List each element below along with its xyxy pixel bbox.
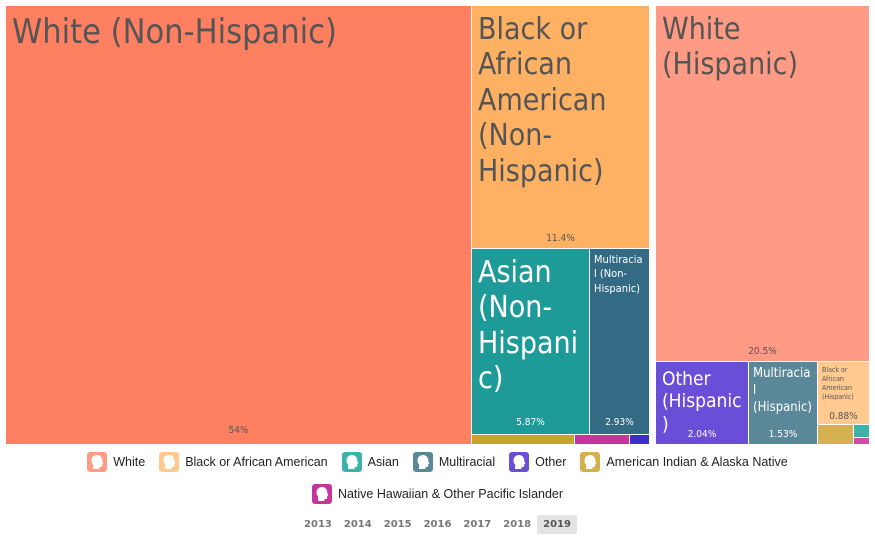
treemap-tile[interactable]	[472, 435, 574, 444]
treemap-tile[interactable]: White (Hispanic) 20.5%	[656, 6, 869, 361]
year-button-2015[interactable]: 2015	[383, 519, 412, 530]
treemap-tile[interactable]: Multiracial (Non-Hispanic) 2.93%	[590, 249, 649, 434]
treemap-tile[interactable]	[818, 425, 853, 444]
tile-label: Black or African American (Hispanic)	[822, 366, 854, 402]
year-button-2019[interactable]: 2019	[537, 515, 577, 534]
tile-label: Multiracial (Non-Hispanic)	[594, 253, 643, 295]
treemap-tile[interactable]	[575, 435, 629, 444]
person-head-icon	[311, 484, 332, 504]
legend-item[interactable]: Black or African American	[159, 452, 328, 472]
person-head-icon	[159, 452, 180, 472]
person-head-icon	[412, 452, 433, 472]
person-head-icon	[341, 452, 362, 472]
tile-value-label: 20.5%	[748, 346, 777, 357]
tile-label: Multiracial (Hispanic)	[753, 366, 812, 415]
legend-label: Black or African American	[185, 455, 328, 469]
tile-value-label: 0.88%	[829, 411, 858, 422]
year-button-2016[interactable]: 2016	[423, 519, 452, 530]
treemap-tile[interactable]: White (Non-Hispanic) 54%	[6, 6, 471, 444]
treemap-tile[interactable]	[854, 425, 869, 437]
legend-label: American Indian & Alaska Native	[606, 455, 788, 469]
legend-item[interactable]: Native Hawaiian & Other Pacific Islander	[311, 484, 564, 504]
year-button-2017[interactable]: 2017	[463, 519, 492, 530]
treemap-tile[interactable]: Black or African American (Hispanic) 0.88…	[818, 362, 869, 424]
tile-value-label: 11.4%	[546, 233, 575, 244]
legend-item[interactable]: White	[87, 452, 145, 472]
tile-label: Black or African American (Non-Hispanic)	[478, 12, 607, 189]
tile-value-label: 2.04%	[687, 429, 717, 440]
treemap-tile[interactable]	[630, 435, 649, 444]
treemap-tile[interactable]	[854, 438, 869, 444]
treemap-tile[interactable]: Multiracial (Hispanic) 1.53%	[749, 362, 817, 444]
person-head-icon	[509, 452, 530, 472]
legend-label: Native Hawaiian & Other Pacific Islander	[337, 487, 564, 501]
legend-item[interactable]: Other	[509, 452, 566, 472]
legend-item[interactable]: Multiracial	[412, 452, 496, 472]
tile-value-label: 1.53%	[768, 429, 798, 440]
legend-label: Asian	[367, 455, 399, 469]
tile-label: White (Non-Hispanic)	[12, 12, 337, 52]
tile-label: White (Hispanic)	[662, 12, 799, 83]
year-button-2014[interactable]: 2014	[343, 519, 372, 530]
legend-label: Multiracial	[438, 455, 496, 469]
legend-item[interactable]: American Indian & Alaska Native	[580, 452, 788, 472]
year-button-2013[interactable]: 2013	[304, 519, 332, 530]
person-head-icon	[87, 452, 108, 472]
person-head-icon	[580, 452, 601, 472]
legend-label: Other	[535, 455, 567, 469]
tile-value-label: 5.87%	[516, 417, 545, 428]
treemap-tile[interactable]: Other (Hispanic) 2.04%	[656, 362, 748, 444]
treemap-chart: White (Non-Hispanic) 54% Black or African …	[6, 6, 869, 444]
treemap-tile[interactable]: Asian (Non-Hispanic) 5.87%	[472, 249, 589, 434]
tile-value-label: 2.93%	[605, 417, 634, 428]
treemap-tile[interactable]: Black or African American (Non-Hispanic)…	[472, 6, 649, 248]
tile-label: Other (Hispanic)	[662, 368, 742, 435]
tile-label: Asian (Non-Hispanic)	[478, 255, 579, 397]
year-button-2018[interactable]: 2018	[503, 519, 532, 530]
legend: White Black or African American Asian Multi…	[0, 452, 875, 504]
legend-item[interactable]: Asian	[341, 452, 399, 472]
year-selector: 2013 2014 2015 2016 2017 2018 2019	[0, 515, 875, 534]
legend-label: White	[113, 455, 146, 469]
tile-value-label: 54%	[228, 425, 249, 436]
